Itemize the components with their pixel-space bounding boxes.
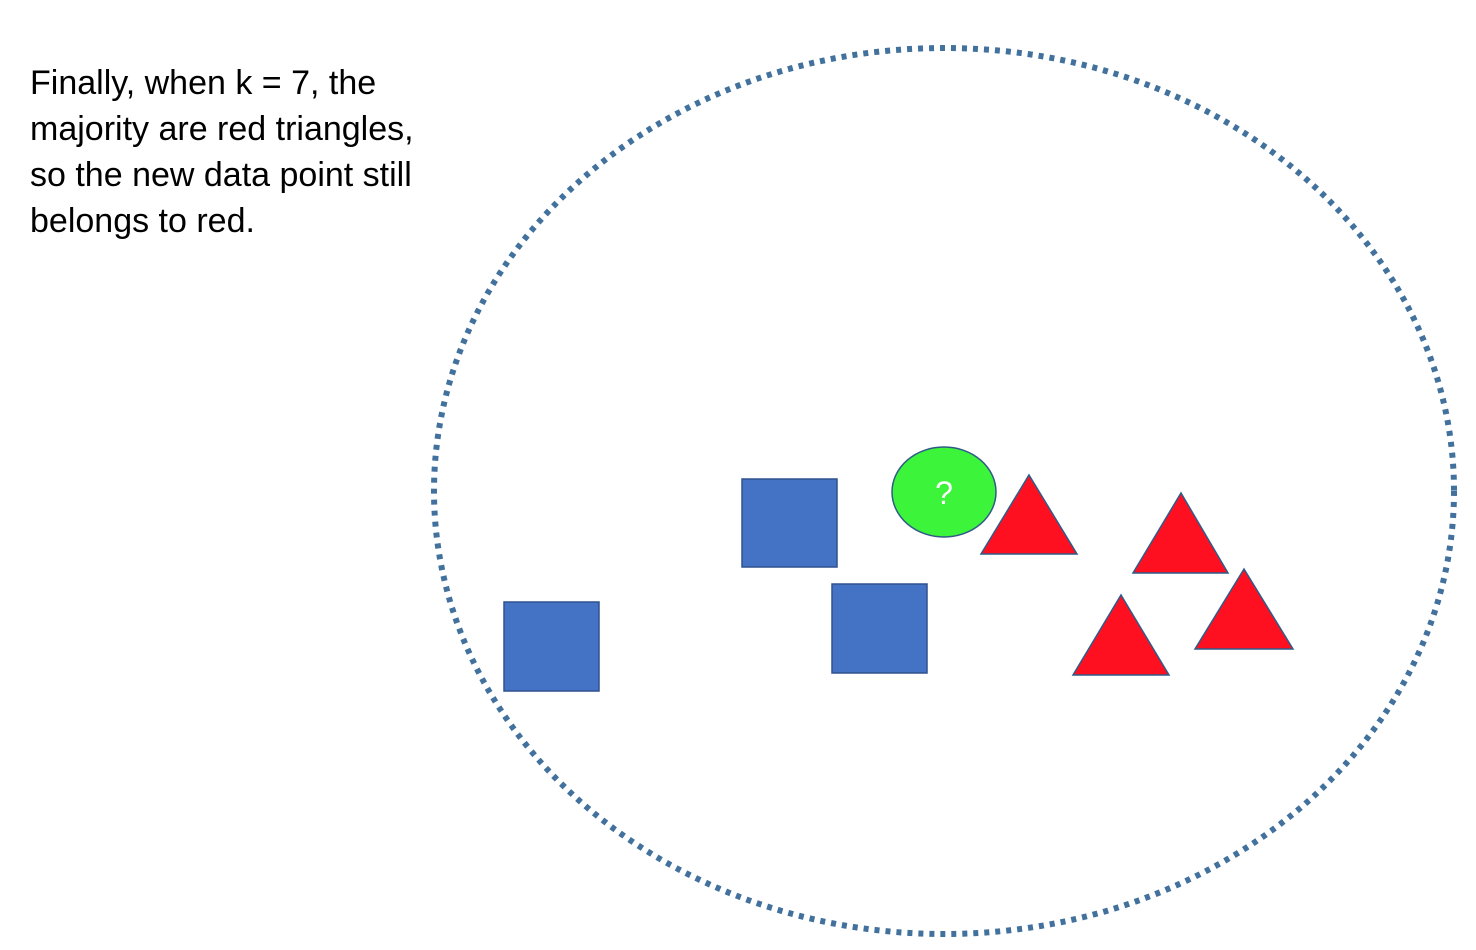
red-triangle [1193, 567, 1295, 650]
red-triangle [1131, 491, 1230, 574]
red-triangle [1071, 593, 1171, 676]
blue-square [503, 601, 600, 692]
blue-square [741, 478, 838, 568]
neighborhood-ellipse [431, 45, 1457, 937]
new-data-point [891, 446, 997, 538]
caption-line: so the new data point still [30, 156, 412, 194]
new-data-point-label: ? [935, 475, 953, 511]
red-triangle [979, 473, 1079, 555]
caption-line: belongs to red. [30, 202, 255, 240]
blue-square [831, 583, 928, 674]
caption-line: Finally, when k = 7, the [30, 64, 377, 102]
caption-line: majority are red triangles, [30, 110, 414, 148]
caption-text: Finally, when k = 7, the majority are re… [30, 60, 490, 244]
